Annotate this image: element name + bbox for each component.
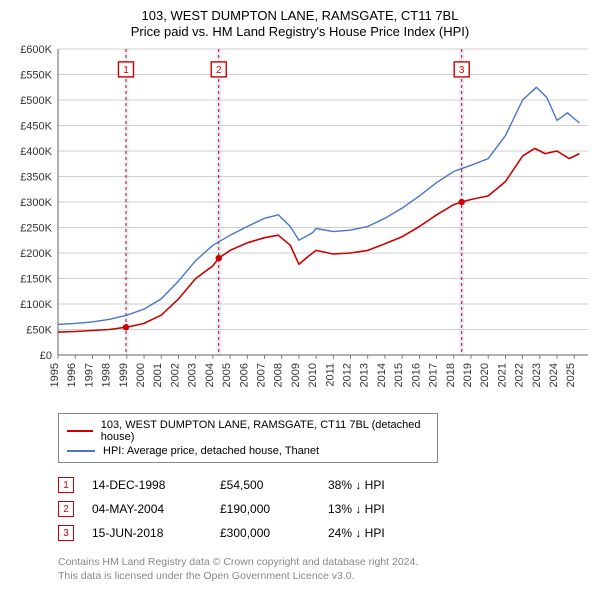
svg-text:2003: 2003 — [187, 363, 199, 387]
svg-text:£550K: £550K — [20, 70, 52, 82]
sale-marker-1: 1 — [58, 477, 74, 493]
svg-text:1998: 1998 — [101, 363, 113, 387]
sale-date: 14-DEC-1998 — [92, 478, 202, 492]
footnote: Contains HM Land Registry data © Crown c… — [58, 555, 592, 583]
sale-delta: 24% ↓ HPI — [328, 526, 418, 540]
svg-text:2020: 2020 — [479, 363, 491, 387]
svg-text:2013: 2013 — [359, 363, 371, 387]
footnote-line2: This data is licensed under the Open Gov… — [58, 569, 592, 583]
svg-text:1996: 1996 — [66, 363, 78, 387]
svg-text:£450K: £450K — [20, 121, 52, 133]
svg-text:2019: 2019 — [462, 363, 474, 387]
svg-text:2010: 2010 — [307, 363, 319, 387]
svg-text:2021: 2021 — [496, 363, 508, 387]
svg-text:2024: 2024 — [548, 363, 560, 387]
sale-price: £190,000 — [220, 502, 310, 516]
svg-text:2004: 2004 — [204, 363, 216, 387]
svg-text:£50K: £50K — [26, 325, 52, 337]
legend-swatch-subject — [67, 430, 93, 432]
svg-text:2002: 2002 — [169, 363, 181, 387]
svg-text:2008: 2008 — [273, 363, 285, 387]
sale-date: 04-MAY-2004 — [92, 502, 202, 516]
svg-text:2009: 2009 — [290, 363, 302, 387]
svg-text:2000: 2000 — [135, 363, 147, 387]
svg-text:2: 2 — [216, 65, 222, 76]
svg-text:2011: 2011 — [324, 363, 336, 387]
sale-price: £300,000 — [220, 526, 310, 540]
sales-row: 2 04-MAY-2004 £190,000 13% ↓ HPI — [58, 497, 592, 521]
chart-container: 103, WEST DUMPTON LANE, RAMSGATE, CT11 7… — [0, 0, 600, 591]
svg-text:£0: £0 — [40, 350, 52, 362]
legend-swatch-hpi — [67, 450, 95, 452]
sale-date: 15-JUN-2018 — [92, 526, 202, 540]
chart-area: £0 £50K £100K £150K £200K £250K £300K £350K £400… — [8, 45, 592, 405]
svg-text:1: 1 — [123, 65, 129, 76]
svg-text:3: 3 — [459, 65, 465, 76]
sale-price: £54,500 — [220, 478, 310, 492]
price-chart-svg: £0 £50K £100K £150K £200K £250K £300K £350K £400… — [8, 45, 592, 405]
svg-text:2025: 2025 — [565, 363, 577, 387]
legend-label-subject: 103, WEST DUMPTON LANE, RAMSGATE, CT11 7… — [101, 419, 429, 443]
footnote-line1: Contains HM Land Registry data © Crown c… — [58, 555, 592, 569]
page-title: 103, WEST DUMPTON LANE, RAMSGATE, CT11 7… — [8, 8, 592, 23]
sales-table: 1 14-DEC-1998 £54,500 38% ↓ HPI 2 04-MAY… — [58, 473, 592, 545]
svg-text:£150K: £150K — [20, 274, 52, 286]
svg-text:2012: 2012 — [342, 363, 354, 387]
svg-text:2017: 2017 — [428, 363, 440, 387]
svg-text:1997: 1997 — [83, 363, 95, 387]
svg-text:2006: 2006 — [238, 363, 250, 387]
svg-text:£200K: £200K — [20, 248, 52, 260]
legend-row-hpi: HPI: Average price, detached house, Than… — [67, 444, 429, 458]
svg-text:1999: 1999 — [118, 363, 130, 387]
svg-text:2016: 2016 — [410, 363, 422, 387]
svg-text:2015: 2015 — [393, 363, 405, 387]
sale-marker-2: 2 — [58, 501, 74, 517]
svg-text:2018: 2018 — [445, 363, 457, 387]
sale-marker-3: 3 — [58, 525, 74, 541]
svg-text:£250K: £250K — [20, 223, 52, 235]
page-subtitle: Price paid vs. HM Land Registry's House … — [8, 24, 592, 39]
svg-text:2007: 2007 — [255, 363, 267, 387]
svg-text:1995: 1995 — [49, 363, 61, 387]
sales-row: 3 15-JUN-2018 £300,000 24% ↓ HPI — [58, 521, 592, 545]
sale-delta: 38% ↓ HPI — [328, 478, 418, 492]
svg-text:2022: 2022 — [514, 363, 526, 387]
svg-text:£100K: £100K — [20, 299, 52, 311]
legend-label-hpi: HPI: Average price, detached house, Than… — [103, 445, 319, 457]
legend-box: 103, WEST DUMPTON LANE, RAMSGATE, CT11 7… — [58, 413, 438, 463]
svg-text:£300K: £300K — [20, 197, 52, 209]
svg-text:2005: 2005 — [221, 363, 233, 387]
sales-row: 1 14-DEC-1998 £54,500 38% ↓ HPI — [58, 473, 592, 497]
svg-text:2014: 2014 — [376, 363, 388, 387]
svg-text:2023: 2023 — [531, 363, 543, 387]
legend-row-subject: 103, WEST DUMPTON LANE, RAMSGATE, CT11 7… — [67, 418, 429, 444]
svg-text:£600K: £600K — [20, 45, 52, 56]
svg-text:£350K: £350K — [20, 172, 52, 184]
sale-delta: 13% ↓ HPI — [328, 502, 418, 516]
svg-text:£500K: £500K — [20, 95, 52, 107]
svg-text:2001: 2001 — [152, 363, 164, 387]
svg-text:£400K: £400K — [20, 146, 52, 158]
